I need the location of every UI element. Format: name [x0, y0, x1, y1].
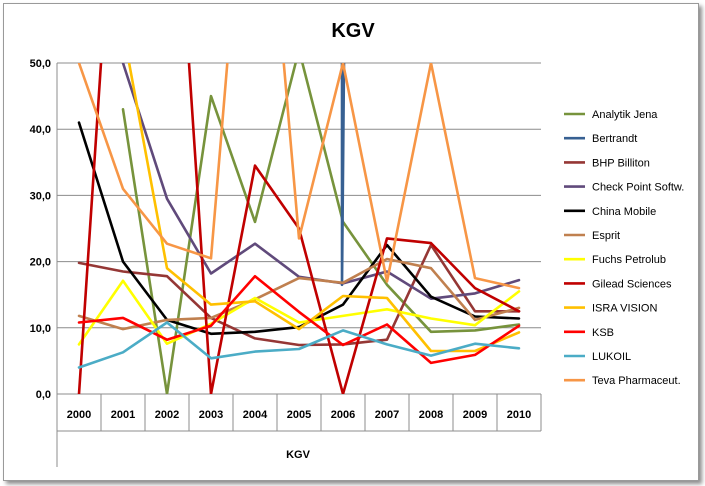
x-tick-label: 2000 — [67, 409, 91, 421]
x-tick-label: 2006 — [331, 409, 355, 421]
legend-label: BHP Billiton — [592, 157, 650, 169]
y-tick-label: 50,0 — [30, 58, 51, 70]
x-tick-label: 2009 — [463, 409, 487, 421]
x-axis-label: KGV — [286, 449, 311, 461]
series-line — [77, 121, 521, 336]
y-tick-label: 10,0 — [30, 323, 51, 335]
x-tick-label: 2001 — [111, 409, 135, 421]
legend-label: China Mobile — [592, 206, 656, 218]
y-tick-label: 30,0 — [30, 190, 51, 202]
legend-label: ISRA VISION — [592, 303, 657, 315]
chart-title: KGV — [331, 20, 375, 42]
series-line — [77, 279, 521, 346]
x-tick-label: 2007 — [375, 409, 399, 421]
legend-label: Fuchs Petrolub — [592, 254, 666, 266]
chart-frame: KGV 0,0 10,0 20,0 30,0 40,0 50,0 2000 2001 2002 2… — [3, 3, 699, 481]
legend-label: Check Point Softw. — [592, 182, 684, 194]
series-line — [121, 63, 521, 301]
x-tick-label: 2010 — [507, 409, 531, 421]
series-lines — [77, 63, 521, 394]
series-line — [121, 63, 521, 394]
legend-label: KSB — [592, 327, 614, 339]
series-line — [77, 63, 521, 290]
x-tick-label: 2002 — [155, 409, 179, 421]
x-tick-label: 2005 — [287, 409, 311, 421]
legend-label: Bertrandt — [592, 133, 637, 145]
x-tick-label: 2003 — [199, 409, 223, 421]
legend-label: Analytik Jena — [592, 109, 658, 121]
kgv-line-chart: KGV 0,0 10,0 20,0 30,0 40,0 50,0 2000 2001 2002 2… — [30, 20, 684, 467]
legend: Analytik Jena Bertrandt BHP Billiton Check … — [564, 109, 684, 387]
y-tick-label: 40,0 — [30, 124, 51, 136]
series-line — [77, 243, 521, 347]
y-tick-label: 0,0 — [36, 389, 51, 401]
legend-label: LUKOIL — [592, 351, 631, 363]
axes: 0,0 10,0 20,0 30,0 40,0 50,0 2000 2001 2002 2003 2… — [30, 58, 542, 467]
legend-label: Esprit — [592, 230, 620, 242]
x-tick-label: 2008 — [419, 409, 443, 421]
series-line — [77, 257, 521, 331]
series-line — [340, 63, 346, 287]
x-tick-label: 2004 — [243, 409, 268, 421]
legend-label: Gilead Sciences — [592, 278, 672, 290]
legend-label: Teva Pharmaceut. — [592, 375, 681, 387]
y-tick-label: 20,0 — [30, 257, 51, 269]
series-line — [127, 63, 521, 353]
series-line — [77, 321, 521, 369]
